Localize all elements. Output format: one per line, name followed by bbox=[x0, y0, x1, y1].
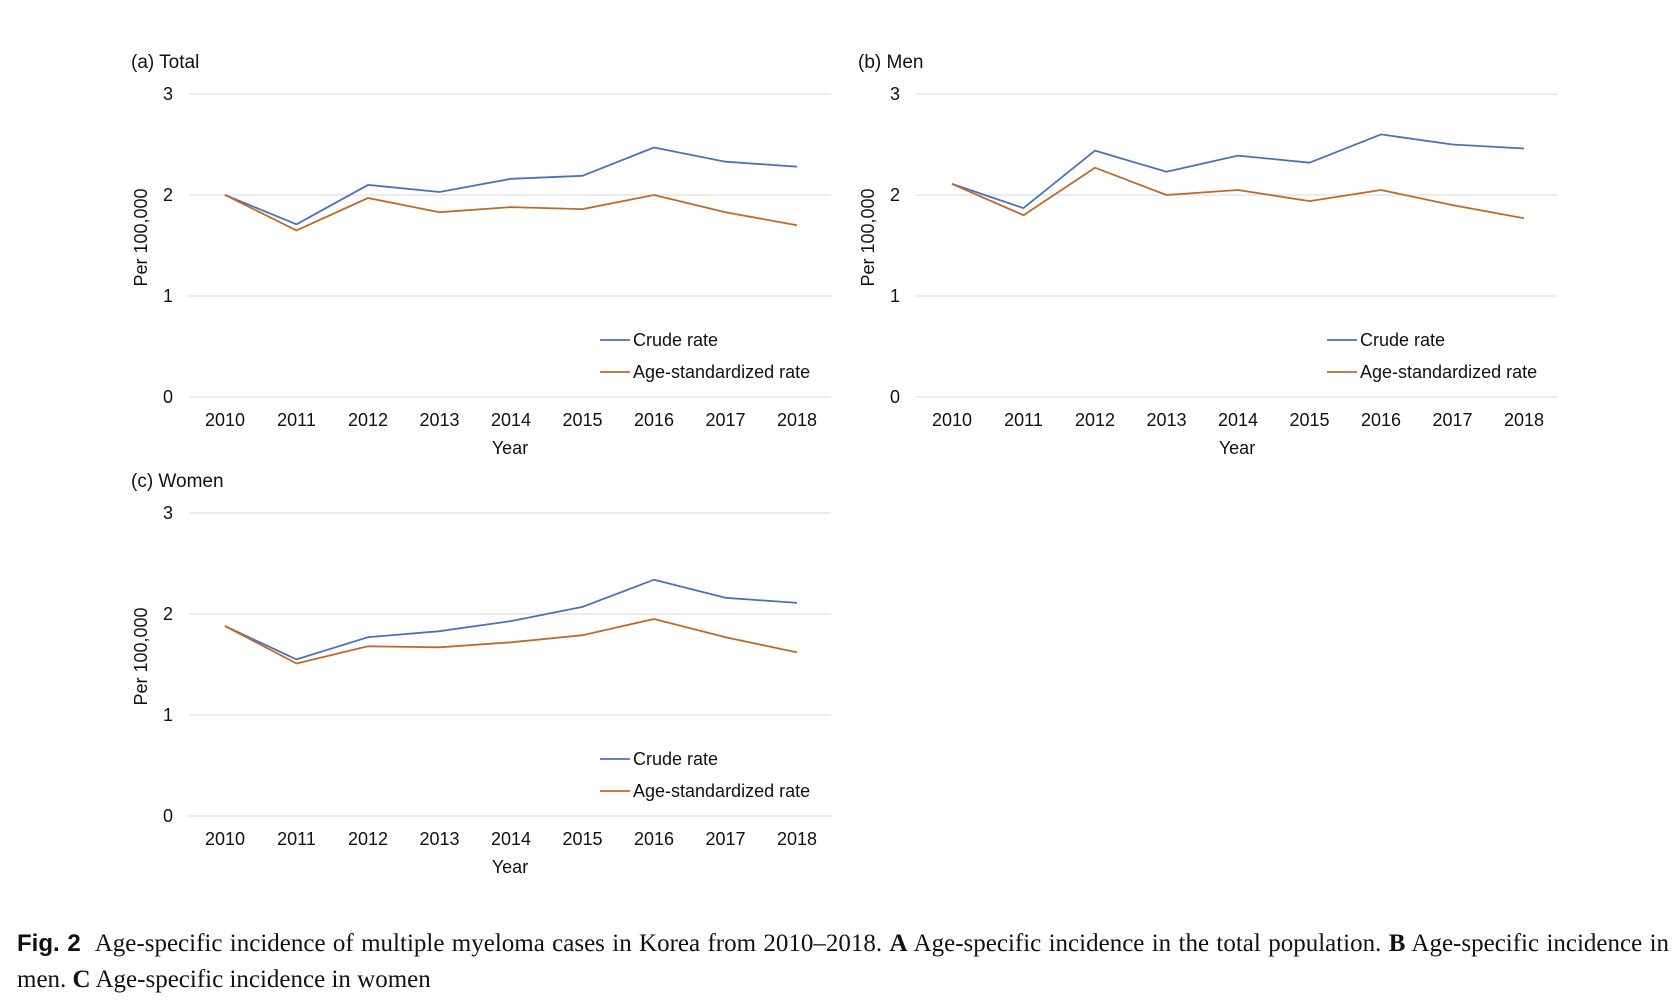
legend-label: Crude rate bbox=[633, 749, 718, 769]
y-tick-label: 2 bbox=[890, 185, 900, 205]
chart-title: (a) Total bbox=[131, 52, 199, 73]
caption-intro: Age-specific incidence of multiple myelo… bbox=[94, 930, 883, 957]
x-tick-label: 2016 bbox=[634, 410, 674, 430]
y-axis-label: Per 100,000 bbox=[131, 607, 151, 705]
legend-label: Crude rate bbox=[633, 330, 718, 350]
x-axis-label: Year bbox=[492, 438, 528, 458]
x-tick-label: 2015 bbox=[1289, 410, 1329, 430]
x-tick-label: 2010 bbox=[932, 410, 972, 430]
series-line-age-standardized-rate bbox=[951, 166, 1525, 220]
x-tick-label: 2012 bbox=[1075, 410, 1115, 430]
legend-label: Age-standardized rate bbox=[633, 781, 810, 801]
y-tick-label: 0 bbox=[890, 387, 900, 407]
y-axis-label: Per 100,000 bbox=[131, 188, 151, 286]
x-tick-label: 2016 bbox=[634, 829, 674, 849]
series-line-age-standardized-rate bbox=[224, 194, 798, 232]
x-tick-label: 2011 bbox=[277, 829, 316, 849]
x-tick-label: 2012 bbox=[348, 829, 388, 849]
series-line-crude-rate bbox=[224, 578, 798, 661]
x-tick-label: 2010 bbox=[205, 829, 245, 849]
x-tick-label: 2015 bbox=[562, 829, 602, 849]
caption-text-b: Age-specific incidence in men. bbox=[17, 930, 1670, 993]
figure-label: Fig. 2 bbox=[17, 930, 81, 957]
caption-text-c: Age-specific incidence in women bbox=[95, 966, 431, 993]
legend-label: Age-standardized rate bbox=[633, 362, 810, 382]
x-axis-label: Year bbox=[1219, 438, 1255, 458]
chart-panel-2: (c) Women 0 1 2 3 2010 2011 2012 2013 2014 2015 201… bbox=[131, 471, 831, 877]
x-tick-label: 2013 bbox=[419, 829, 459, 849]
figure-caption: Fig. 2 Age-specific incidence of multipl… bbox=[17, 926, 1669, 998]
x-tick-label: 2017 bbox=[1432, 410, 1472, 430]
caption-letter-c: C bbox=[72, 966, 91, 993]
y-tick-label: 2 bbox=[163, 604, 173, 624]
x-tick-label: 2015 bbox=[562, 410, 602, 430]
y-axis-label: Per 100,000 bbox=[858, 188, 878, 286]
series-line-crude-rate bbox=[224, 146, 798, 226]
caption-letter-b: B bbox=[1388, 930, 1406, 957]
x-tick-label: 2014 bbox=[491, 829, 531, 849]
x-tick-label: 2014 bbox=[491, 410, 531, 430]
chart-title: (b) Men bbox=[858, 52, 923, 73]
x-axis-label: Year bbox=[492, 857, 528, 877]
x-tick-label: 2018 bbox=[777, 410, 817, 430]
y-tick-label: 2 bbox=[163, 185, 173, 205]
y-tick-label: 1 bbox=[163, 705, 173, 725]
y-tick-label: 3 bbox=[890, 84, 900, 104]
x-tick-label: 2017 bbox=[705, 829, 745, 849]
x-tick-label: 2018 bbox=[1504, 410, 1544, 430]
x-tick-label: 2012 bbox=[348, 410, 388, 430]
x-tick-label: 2014 bbox=[1218, 410, 1258, 430]
legend-label: Crude rate bbox=[1360, 330, 1445, 350]
caption-text-a: Age-specific incidence in the total popu… bbox=[913, 930, 1382, 957]
y-tick-label: 3 bbox=[163, 503, 173, 523]
x-tick-label: 2013 bbox=[1146, 410, 1186, 430]
y-tick-label: 0 bbox=[163, 806, 173, 826]
legend-label: Age-standardized rate bbox=[1360, 362, 1537, 382]
y-tick-label: 3 bbox=[163, 84, 173, 104]
series-line-crude-rate bbox=[951, 133, 1525, 210]
x-tick-label: 2013 bbox=[419, 410, 459, 430]
y-tick-label: 1 bbox=[163, 286, 173, 306]
x-tick-label: 2016 bbox=[1361, 410, 1401, 430]
chart-panel-1: (b) Men 0 1 2 3 2010 2011 2012 2013 2014 2015 2016 2… bbox=[858, 52, 1558, 458]
chart-panel-0: (a) Total 0 1 2 3 2010 2011 2012 2013 2014 2015 201… bbox=[131, 52, 831, 458]
y-tick-label: 1 bbox=[890, 286, 900, 306]
x-tick-label: 2011 bbox=[277, 410, 316, 430]
chart-title: (c) Women bbox=[131, 471, 224, 492]
x-tick-label: 2010 bbox=[205, 410, 245, 430]
y-tick-label: 0 bbox=[163, 387, 173, 407]
series-line-age-standardized-rate bbox=[224, 618, 798, 665]
x-tick-label: 2017 bbox=[705, 410, 745, 430]
x-tick-label: 2011 bbox=[1004, 410, 1043, 430]
x-tick-label: 2018 bbox=[777, 829, 817, 849]
caption-letter-a: A bbox=[889, 930, 908, 957]
